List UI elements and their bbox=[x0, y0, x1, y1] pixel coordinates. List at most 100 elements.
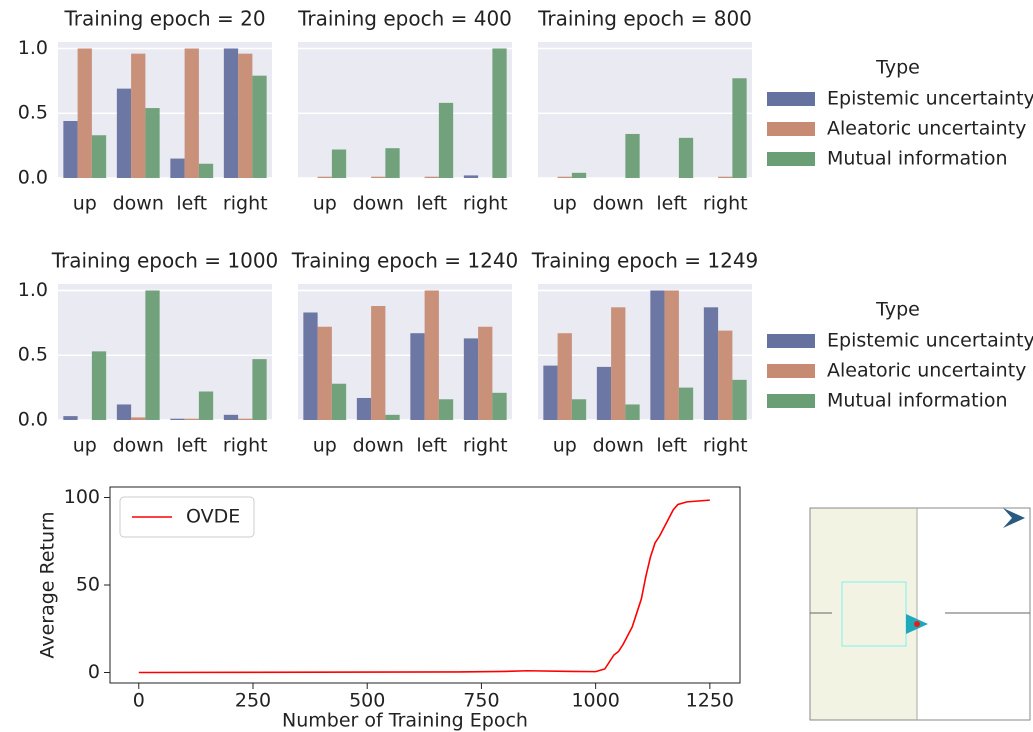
bar bbox=[224, 415, 238, 420]
bar bbox=[464, 338, 478, 420]
x-tick-label: down bbox=[593, 435, 644, 457]
y-tick-label: 0.5 bbox=[18, 344, 48, 366]
bar bbox=[170, 419, 184, 420]
bar bbox=[439, 103, 453, 178]
bar bbox=[63, 121, 77, 178]
legend-title: Type bbox=[875, 299, 920, 321]
x-tick-label: right bbox=[703, 435, 748, 457]
y-tick-label: 0.0 bbox=[18, 409, 48, 431]
bar bbox=[357, 398, 371, 420]
bar bbox=[492, 393, 506, 420]
y-tick-label: 50 bbox=[76, 574, 100, 596]
bar bbox=[303, 312, 317, 420]
x-tick-label: left bbox=[176, 193, 207, 215]
bar bbox=[131, 417, 145, 420]
bar bbox=[650, 290, 664, 420]
x-tick-label: left bbox=[416, 435, 447, 457]
bar bbox=[625, 404, 639, 420]
y-tick-label: 0 bbox=[88, 661, 100, 683]
gridworld bbox=[810, 508, 1030, 720]
legend-label: Epistemic uncertainty bbox=[827, 88, 1033, 110]
bar bbox=[558, 177, 572, 178]
bar bbox=[371, 306, 385, 420]
bar bbox=[117, 89, 131, 178]
bar bbox=[679, 138, 693, 178]
bar bbox=[597, 367, 611, 420]
y-tick-label: 0.0 bbox=[18, 167, 48, 189]
bar bbox=[732, 380, 746, 420]
legend-swatch bbox=[767, 334, 815, 348]
x-tick-label: 1000 bbox=[571, 690, 619, 712]
x-tick-label: up bbox=[553, 193, 577, 215]
bar bbox=[543, 366, 557, 420]
bar bbox=[63, 416, 77, 420]
legend-title: Type bbox=[875, 57, 920, 79]
bar bbox=[145, 290, 159, 420]
chart-title: Training epoch = 1249 bbox=[531, 249, 759, 273]
bar bbox=[425, 290, 439, 420]
x-tick-label: 1250 bbox=[686, 690, 734, 712]
legend-label: Mutual information bbox=[827, 148, 1008, 170]
x-tick-label: right bbox=[703, 193, 748, 215]
bar bbox=[238, 54, 252, 178]
x-tick-label: up bbox=[73, 193, 97, 215]
bar bbox=[224, 48, 238, 178]
legend-swatch bbox=[767, 122, 815, 136]
y-tick-label: 0.5 bbox=[18, 102, 48, 124]
x-tick-label: left bbox=[656, 435, 687, 457]
bar bbox=[199, 392, 213, 420]
x-tick-label: 750 bbox=[463, 690, 499, 712]
x-tick-label: left bbox=[416, 193, 447, 215]
bar bbox=[625, 134, 639, 178]
bar bbox=[78, 48, 92, 178]
legend-swatch bbox=[767, 92, 815, 106]
x-tick-label: down bbox=[113, 435, 164, 457]
bar bbox=[199, 164, 213, 178]
chart-title: Training epoch = 1240 bbox=[291, 249, 519, 273]
x-tick-label: down bbox=[593, 193, 644, 215]
bar bbox=[572, 173, 586, 178]
bar bbox=[492, 48, 506, 178]
bar bbox=[439, 399, 453, 420]
bar bbox=[385, 415, 399, 420]
bar bbox=[410, 333, 424, 420]
x-tick-label: up bbox=[73, 435, 97, 457]
bar bbox=[704, 307, 718, 420]
bar bbox=[385, 148, 399, 178]
bar bbox=[611, 307, 625, 420]
chart-title: Training epoch = 400 bbox=[297, 7, 512, 31]
x-tick-label: left bbox=[176, 435, 207, 457]
plot-area bbox=[298, 42, 512, 178]
x-tick-label: right bbox=[223, 435, 268, 457]
bar bbox=[318, 327, 332, 420]
legend-label: Aleatoric uncertainty bbox=[827, 360, 1026, 382]
chart-title: Training epoch = 800 bbox=[537, 7, 752, 31]
x-tick-label: up bbox=[553, 435, 577, 457]
bar bbox=[332, 384, 346, 420]
bar bbox=[318, 177, 332, 178]
bar bbox=[371, 177, 385, 178]
x-tick-label: right bbox=[463, 193, 508, 215]
x-tick-label: down bbox=[353, 435, 404, 457]
bar bbox=[185, 48, 199, 178]
bar bbox=[117, 404, 131, 420]
bar bbox=[238, 419, 252, 420]
bar bbox=[718, 331, 732, 420]
room bbox=[811, 509, 918, 720]
y-tick-label: 1.0 bbox=[18, 37, 48, 59]
bar bbox=[679, 388, 693, 420]
bar bbox=[252, 359, 266, 420]
bar bbox=[558, 333, 572, 420]
agent-dot bbox=[914, 621, 920, 627]
bar bbox=[732, 78, 746, 178]
figure: Training epoch = 200.00.51.0updownleftri… bbox=[0, 0, 1033, 732]
y-tick-label: 100 bbox=[64, 486, 100, 508]
x-tick-label: 500 bbox=[349, 690, 385, 712]
x-tick-label: down bbox=[113, 193, 164, 215]
legend-label: Aleatoric uncertainty bbox=[827, 118, 1026, 140]
bar bbox=[718, 177, 732, 178]
x-tick-label: up bbox=[313, 435, 337, 457]
x-tick-label: left bbox=[656, 193, 687, 215]
bar bbox=[252, 76, 266, 178]
x-tick-label: 0 bbox=[133, 690, 145, 712]
